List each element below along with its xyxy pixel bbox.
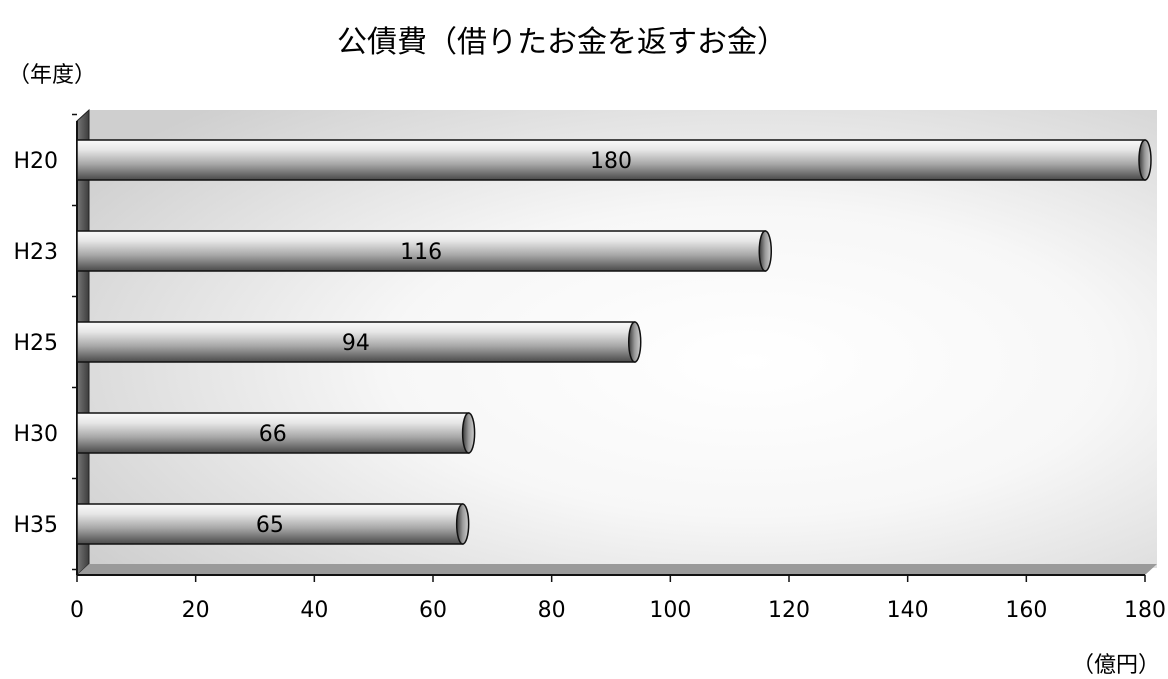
bar-value-label: 180 xyxy=(590,149,632,174)
bar-value-label: 94 xyxy=(342,331,370,356)
y-tick-label: H20 xyxy=(13,149,58,174)
x-tick-label: 60 xyxy=(419,598,447,623)
y-tick-label: H23 xyxy=(13,240,58,265)
x-tick-label: 100 xyxy=(649,598,691,623)
bar xyxy=(76,139,1146,181)
bar-H30: 66 xyxy=(76,412,476,454)
x-tick-label: 80 xyxy=(538,598,566,623)
chart-title: 公債費（借りたお金を返すお金） xyxy=(337,25,787,60)
bar-end-cap xyxy=(627,321,642,363)
bar-H35: 65 xyxy=(76,503,470,545)
x-tick-label: 160 xyxy=(1005,598,1047,623)
bar-end-cap xyxy=(758,230,773,272)
bar-H25: 94 xyxy=(76,321,642,363)
bar-end-cap xyxy=(461,412,476,454)
bar-value-label: 65 xyxy=(256,513,284,538)
bar-H20: 180 xyxy=(76,139,1152,181)
x-tick-label: 180 xyxy=(1124,598,1166,623)
x-tick-label: 0 xyxy=(70,598,84,623)
bar-end-cap xyxy=(455,503,470,545)
x-tick-label: 140 xyxy=(887,598,929,623)
x-tick-label: 20 xyxy=(182,598,210,623)
y-tick-label: H30 xyxy=(13,422,58,447)
bar xyxy=(76,412,470,454)
y-axis-label: （年度） xyxy=(8,63,96,88)
plot-floor xyxy=(77,564,1157,575)
y-tick-label: H25 xyxy=(13,331,58,356)
y-tick-label: H35 xyxy=(13,513,58,538)
x-tick-label: 40 xyxy=(300,598,328,623)
bar-H23: 116 xyxy=(76,230,773,272)
bar xyxy=(76,230,767,272)
bar-end-cap xyxy=(1138,139,1152,181)
bar xyxy=(76,503,464,545)
x-tick-label: 120 xyxy=(768,598,810,623)
bar-value-label: 116 xyxy=(400,240,442,265)
bar-value-label: 66 xyxy=(259,422,287,447)
x-axis-label: （億円） xyxy=(1072,653,1160,678)
bar xyxy=(76,321,636,363)
